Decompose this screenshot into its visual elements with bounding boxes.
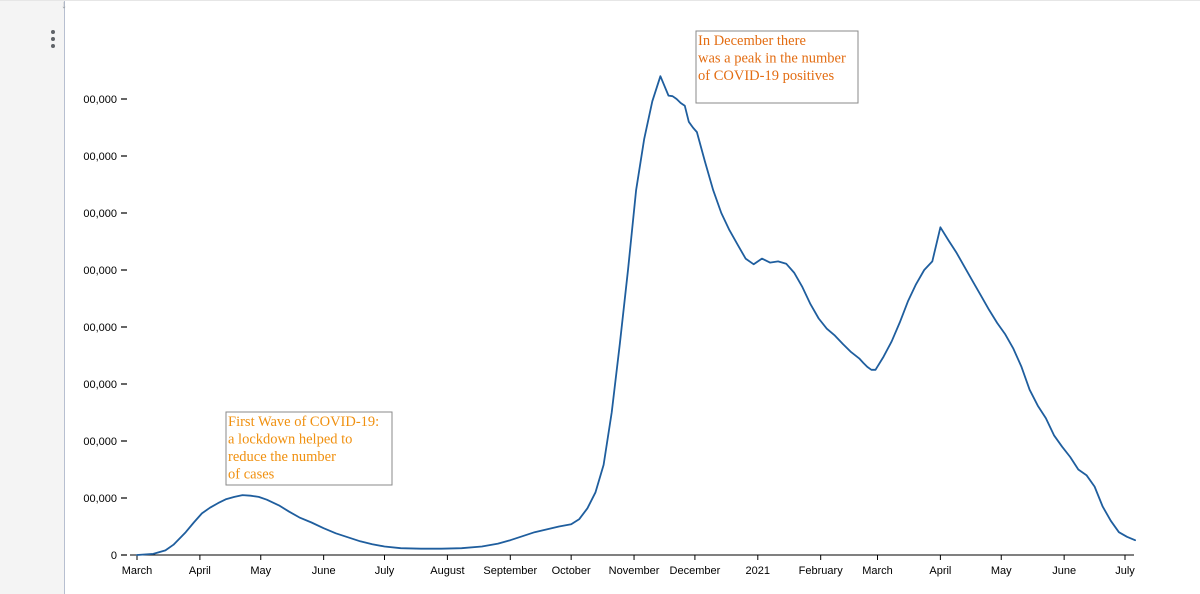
x-tick-label: March (122, 565, 153, 577)
cell-gutter-divider[interactable] (64, 1, 65, 594)
x-tick-label: 2021 (746, 565, 770, 577)
x-tick-label: August (430, 565, 464, 577)
annotation-text: reduce the number (228, 449, 336, 465)
x-tick-label: July (1115, 565, 1135, 577)
annotation-box (695, 30, 859, 104)
y-tick-label: 00,000 (83, 94, 117, 106)
x-tick-label: February (799, 565, 844, 577)
y-tick-label: 00,000 (83, 208, 117, 220)
y-axis: 0 00,000 00,000 00,000 00,000 00,000 00,000 00,… (83, 94, 127, 562)
cell-gutter (0, 1, 64, 594)
top-border (0, 0, 1200, 1)
x-tick-label: April (189, 565, 211, 577)
annotation-1: In December there was a peak in the numbe… (695, 30, 859, 104)
annotation-text: First Wave of COVID-19: (228, 414, 379, 430)
x-tick-label: July (375, 565, 395, 577)
series-line (136, 75, 1136, 556)
x-tick-label: June (312, 565, 336, 577)
x-tick-label: April (929, 565, 951, 577)
x-tick-label: November (609, 565, 660, 577)
y-tick-label: 00,000 (83, 322, 117, 334)
y-tick-label: 00,000 (83, 379, 117, 391)
x-tick-label: June (1052, 565, 1076, 577)
series-layer (136, 75, 1136, 556)
y-tick-label: 00,000 (83, 493, 117, 505)
y-tick-label: 00,000 (83, 151, 117, 163)
x-tick-label: December (670, 565, 721, 577)
y-tick-label: 00,000 (83, 265, 117, 277)
x-tick-label: May (250, 565, 271, 577)
x-tick-label: March (862, 565, 893, 577)
annotation-text: of cases (228, 467, 275, 483)
vertical-ellipsis-icon[interactable] (46, 28, 60, 50)
arrow-down-icon[interactable]: ↓ (61, 0, 67, 11)
y-tick-label: 0 (111, 550, 117, 562)
x-axis: March April May June July August September Octo… (122, 554, 1135, 577)
annotation-text: was a peak in the number (698, 51, 846, 67)
x-tick-label: September (483, 565, 537, 577)
annotation-2: First Wave of COVID-19: a lockdown helped… (225, 411, 393, 486)
y-tick-label: 00,000 (83, 436, 117, 448)
x-tick-label: May (991, 565, 1012, 577)
annotation-text: a lockdown helped to (228, 432, 352, 448)
annotation-layer: In December there was a peak in the numbe… (225, 30, 859, 486)
annotation-box (225, 411, 393, 486)
x-tick-label: October (552, 565, 591, 577)
annotation-text: of COVID-19 positives (698, 68, 834, 84)
annotation-text: In December there (698, 33, 806, 49)
